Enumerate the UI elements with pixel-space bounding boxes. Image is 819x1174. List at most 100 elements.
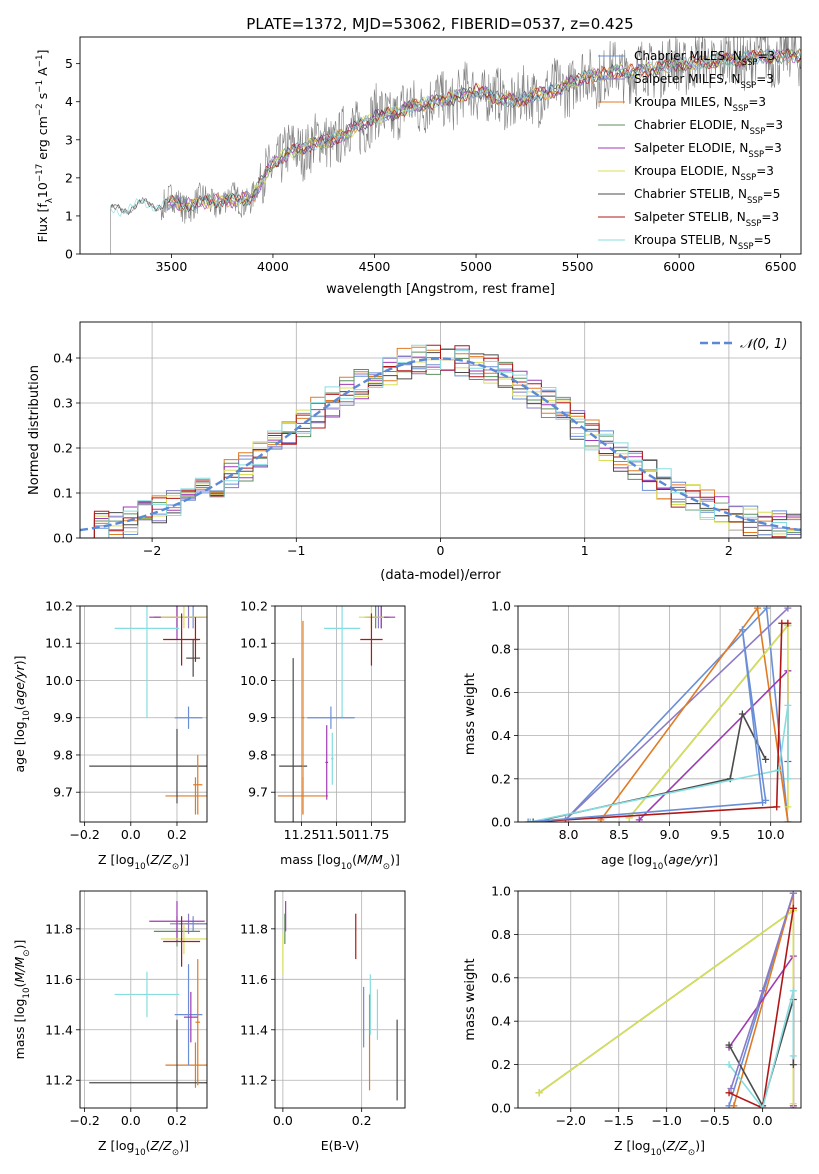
mass-weight-marker <box>524 818 532 822</box>
error-bar-point <box>193 617 198 662</box>
label-part: Chabrier MILES, N <box>634 49 742 63</box>
y-tick-label: 9.7 <box>53 785 73 800</box>
label-part: age [ <box>601 852 633 867</box>
label-part: )] <box>179 852 189 867</box>
label-part: Z/Z <box>666 1138 689 1153</box>
label-part: log <box>12 999 27 1018</box>
label-part: =3 <box>764 141 782 155</box>
error-bar-point <box>307 706 355 729</box>
label-part: (data-model)/error <box>380 568 501 583</box>
label-part: M/M <box>357 852 383 867</box>
mass-weight-line <box>564 607 789 821</box>
model-spectrum-line <box>110 49 801 217</box>
label-part: =3 <box>748 95 766 109</box>
mass-weight-marker <box>759 987 767 995</box>
label-part: SSP <box>748 149 764 159</box>
y-tick-label: 0.4 <box>53 351 73 366</box>
label-part: =3 <box>761 210 779 224</box>
axes-frame <box>517 890 802 1109</box>
x-axis-label: Z [log10(Z/Z⊙)] <box>614 1138 705 1158</box>
label-part: mass [ <box>12 1018 27 1060</box>
label-part: Salpeter STELIB, N <box>634 210 746 224</box>
label-part: ⊙ <box>22 949 32 956</box>
error-bar-point <box>160 606 207 629</box>
label-part: λ <box>45 198 55 203</box>
mass-weight-marker <box>789 987 797 995</box>
x-axis-label: Z [log10(Z/Z⊙)] <box>98 852 189 872</box>
label-part: 10 <box>651 1148 662 1158</box>
error-bar-point <box>174 706 203 729</box>
label-part: ( <box>12 705 27 710</box>
label-part: =3 <box>765 118 783 132</box>
mass-weight-marker <box>789 891 797 897</box>
label-part: =5 <box>754 233 772 247</box>
y-tick-label: 0.6 <box>491 685 511 700</box>
x-tick-label: 6000 <box>663 259 695 274</box>
label-part: mass [ <box>280 852 322 867</box>
x-tick-label: 3500 <box>155 259 187 274</box>
label-part: s <box>35 93 50 104</box>
axes-frame <box>517 605 802 823</box>
axes-frame <box>79 36 802 255</box>
y-tick-label: 9.8 <box>248 747 268 762</box>
label-part: SSP <box>750 126 766 136</box>
y-tick-label: 11.6 <box>240 972 268 987</box>
label-part: Kroupa ELODIE, N <box>634 164 741 178</box>
y-tick-label: 9.9 <box>248 710 268 725</box>
error-bar-point <box>89 1019 207 1108</box>
label-part: Salpeter ELODIE, N <box>634 141 748 155</box>
mass-weight-marker <box>727 1084 735 1092</box>
mass-weight-marker <box>789 1100 797 1108</box>
mass-weight-marker <box>784 818 792 822</box>
y-tick-label: 0.8 <box>491 927 511 942</box>
x-tick-label: 5000 <box>460 259 492 274</box>
error-bar-point <box>165 1042 207 1088</box>
label-part: E(B-V) <box>321 1138 360 1153</box>
label-part: SSP <box>741 80 757 90</box>
label-part: 10 <box>135 1148 146 1158</box>
label-part: )] <box>12 940 27 950</box>
y-axis-label: mass weight <box>463 958 478 1040</box>
label-part: SSP <box>746 218 762 228</box>
mass-weight-marker <box>763 606 771 612</box>
y-tick-label: 4 <box>65 94 73 109</box>
label-part: )] <box>708 852 718 867</box>
y-tick-label: 0.4 <box>491 728 511 743</box>
x-tick-label: 0 <box>437 543 445 558</box>
y-tick-label: 11.4 <box>240 1022 268 1037</box>
mass-weight-line <box>538 908 795 1104</box>
label-part: =5 <box>763 187 781 201</box>
mass-weight-marker <box>775 766 783 774</box>
label-part: log <box>115 1138 134 1153</box>
x-tick-label: 1 <box>581 543 589 558</box>
legend-label: Salpeter STELIB, NSSP=3 <box>634 210 779 228</box>
legend-label: Chabrier ELODIE, NSSP=3 <box>634 118 783 136</box>
legend-label: Kroupa MILES, NSSP=3 <box>634 95 766 113</box>
mass-weight-marker <box>725 1061 733 1069</box>
y-tick-label: 0.2 <box>53 441 73 456</box>
label-part: A <box>35 67 50 80</box>
mass-weight-marker <box>784 606 792 612</box>
page-title: PLATE=1372, MJD=53062, FIBERID=0537, z=0… <box>246 15 633 33</box>
label-part: ⊙ <box>172 862 179 872</box>
y-tick-label: 0.3 <box>53 396 73 411</box>
label-part: age/yr <box>12 664 27 705</box>
age_vs_mass-plot-area <box>277 606 396 822</box>
label-part: mass weight <box>463 958 478 1040</box>
label-part: 10 <box>341 862 352 872</box>
y-tick-label: 9.9 <box>53 710 73 725</box>
label-part: Kroupa MILES, N <box>634 95 733 109</box>
error-bar-point <box>325 725 329 800</box>
x-tick-label: 8.5 <box>609 827 629 842</box>
label-part: log <box>631 1138 650 1153</box>
mass-weight-marker <box>738 710 746 718</box>
label-part: −17 <box>35 164 45 182</box>
label-part: 10 <box>22 987 32 998</box>
mass-weight-marker <box>529 818 537 822</box>
x-axis-label: mass [log10(M/M⊙)] <box>280 852 400 872</box>
x-tick-label: 0.0 <box>121 827 141 842</box>
label-part: 10 <box>22 710 32 721</box>
mass_vs_Z-panel: −0.2 0.0 0.211.211.411.611.8Z [log10(Z/Z⊙)… <box>12 890 208 1158</box>
normal-curve <box>80 357 801 532</box>
label-part: wavelength [Angstrom, rest frame] <box>326 282 555 297</box>
